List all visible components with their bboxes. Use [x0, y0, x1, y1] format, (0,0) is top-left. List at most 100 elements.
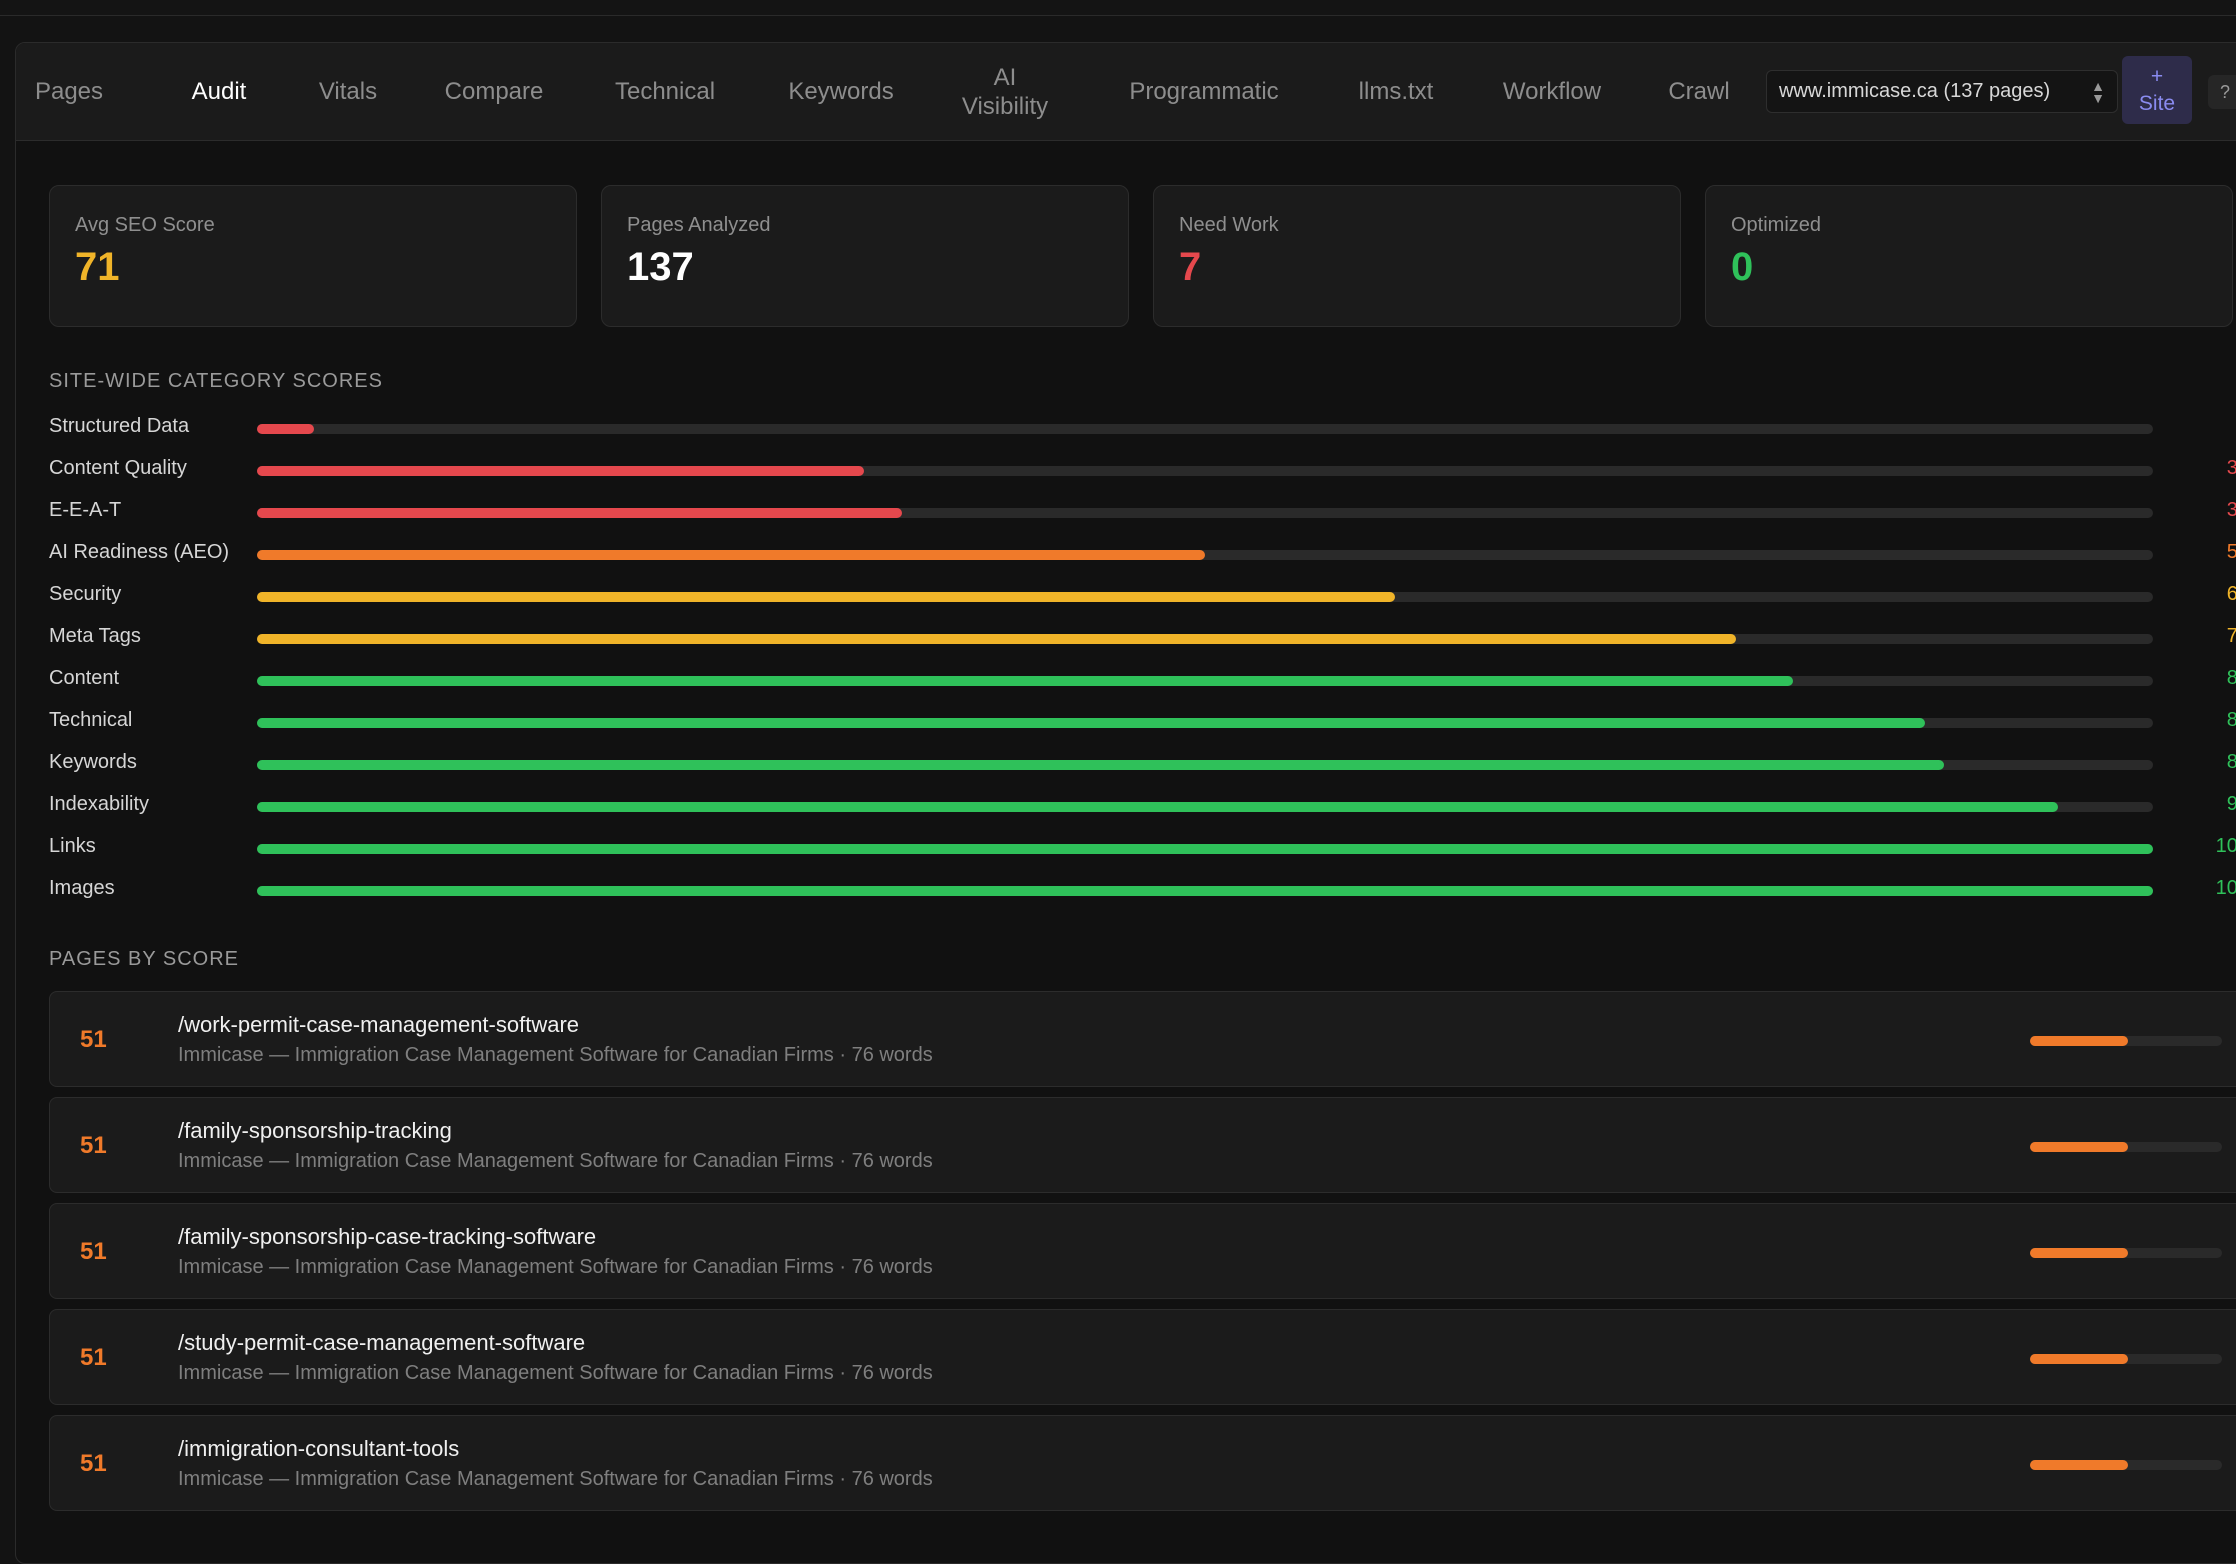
category-score-value: 78: [2169, 625, 2236, 648]
category-score-fill: [257, 844, 2153, 854]
stat-value: 7: [1179, 245, 1202, 289]
category-name: Links: [49, 835, 96, 857]
tab-llms-txt[interactable]: llms.txt: [1358, 78, 1434, 105]
category-score-bar: [257, 760, 2153, 770]
category-name: Content Quality: [49, 457, 187, 479]
tab-pages[interactable]: Pages: [34, 78, 104, 105]
add-site-button[interactable]: + Site: [2122, 56, 2192, 124]
page-meta: Immicase — Immigration Case Management S…: [178, 1150, 933, 1172]
tab-compare[interactable]: Compare: [444, 78, 544, 105]
category-name: Indexability: [49, 793, 150, 815]
stat-card-optimized: Optimized 0: [1705, 185, 2233, 327]
category-score-bar: [257, 844, 2153, 854]
category-name: Structured Data: [49, 415, 190, 437]
category-scores-heading: SITE-WIDE CATEGORY SCORES: [49, 370, 383, 392]
tab-keywords[interactable]: Keywords: [788, 78, 894, 105]
audit-panel: Pages Audit Vitals Compare Technical Key…: [15, 42, 2236, 1564]
category-row: Security 60: [49, 581, 2236, 611]
category-score-bar: [257, 466, 2153, 476]
category-name: Images: [49, 877, 115, 899]
plus-icon: +: [2150, 65, 2164, 88]
category-name: Security: [49, 583, 122, 605]
category-name: Technical: [49, 709, 133, 731]
category-score-value: 60: [2169, 583, 2236, 606]
category-row: Indexability 95: [49, 791, 2236, 821]
category-score-fill: [257, 802, 2059, 812]
add-site-label: Site: [2138, 92, 2176, 115]
tab-programmatic[interactable]: Programmatic: [1129, 78, 1279, 105]
page-score-bar: [2030, 1142, 2222, 1152]
category-score-value: 81: [2169, 667, 2236, 690]
category-name: AI Readiness (AEO): [49, 541, 230, 563]
page-path: /family-sponsorship-case-tracking-softwa…: [178, 1224, 597, 1249]
category-row: Content 81: [49, 665, 2236, 695]
page-score-bar: [2030, 1354, 2222, 1364]
stat-label: Need Work: [1179, 214, 1279, 236]
category-score-fill: [257, 676, 1793, 686]
window-top-bar: [0, 0, 2236, 16]
category-name: Meta Tags: [49, 625, 141, 647]
category-score-fill: [257, 508, 902, 518]
category-row: Technical 88: [49, 707, 2236, 737]
page-score: 51: [80, 1238, 107, 1265]
category-row: E-E-A-T 34: [49, 497, 2236, 527]
tab-ai-visibility[interactable]: AI Visibility: [961, 63, 1049, 120]
category-score-fill: [257, 550, 1205, 560]
category-name: E-E-A-T: [49, 499, 122, 521]
page-score: 51: [80, 1344, 107, 1371]
page-score: 51: [80, 1026, 107, 1053]
category-score-fill: [257, 466, 864, 476]
site-select[interactable]: www.immicase.ca (137 pages) ▲ ▼: [1766, 70, 2118, 113]
site-select-value: www.immicase.ca (137 pages): [1779, 80, 2051, 102]
category-score-fill: [257, 718, 1926, 728]
stat-card-avg-seo-score: Avg SEO Score 71: [49, 185, 577, 327]
category-score-value: 50: [2169, 541, 2236, 564]
chevron-up-down-icon: ▲ ▼: [2091, 78, 2105, 106]
category-row: AI Readiness (AEO) 50: [49, 539, 2236, 569]
page-meta: Immicase — Immigration Case Management S…: [178, 1468, 933, 1490]
category-name: Keywords: [49, 751, 137, 773]
category-score-value: 3: [2169, 415, 2236, 438]
tab-workflow[interactable]: Workflow: [1502, 78, 1602, 105]
tab-audit[interactable]: Audit: [191, 78, 247, 105]
category-score-value: 100: [2215, 877, 2236, 899]
tab-vitals[interactable]: Vitals: [318, 78, 378, 105]
category-name: Content: [49, 667, 120, 689]
stat-value: 71: [75, 245, 120, 289]
page-row[interactable]: 51/immigration-consultant-tools Immicase …: [49, 1415, 2236, 1511]
help-button[interactable]: ?: [2208, 75, 2236, 109]
tab-crawl[interactable]: Crawl: [1668, 78, 1730, 105]
page-path: /work-permit-case-management-software: [178, 1012, 580, 1037]
category-score-value: 88: [2169, 709, 2236, 732]
category-score-fill: [257, 592, 1395, 602]
category-score-value: 89: [2169, 751, 2236, 774]
stat-label: Optimized: [1731, 214, 1822, 236]
stat-value: 0: [1731, 245, 1754, 289]
category-score-bar: [257, 802, 2153, 812]
stat-card-need-work: Need Work 7: [1153, 185, 1681, 327]
category-score-fill: [257, 424, 314, 434]
category-score-bar: [257, 718, 2153, 728]
category-row: Links 100: [49, 833, 2236, 863]
category-score-bar: [257, 886, 2153, 896]
stat-label: Pages Analyzed: [627, 214, 771, 236]
page-row[interactable]: 51/work-permit-case-management-software I…: [49, 991, 2236, 1087]
tab-technical[interactable]: Technical: [614, 78, 716, 105]
page-score-bar: [2030, 1036, 2222, 1046]
stat-card-pages-analyzed: Pages Analyzed 137: [601, 185, 1129, 327]
category-score-bar: [257, 550, 2153, 560]
page-path: /immigration-consultant-tools: [178, 1436, 460, 1461]
category-row: Keywords 89: [49, 749, 2236, 779]
page-row[interactable]: 51/family-sponsorship-case-tracking-soft…: [49, 1203, 2236, 1299]
page-score-bar: [2030, 1460, 2222, 1470]
page-row[interactable]: 51/study-permit-case-management-software…: [49, 1309, 2236, 1405]
page-score-fill: [2030, 1460, 2128, 1470]
category-score-value: 34: [2169, 499, 2236, 522]
category-score-bar: [257, 508, 2153, 518]
page-score-bar: [2030, 1248, 2222, 1258]
page-score-fill: [2030, 1248, 2128, 1258]
page-score: 51: [80, 1450, 107, 1477]
page-path: /study-permit-case-management-software: [178, 1330, 586, 1355]
page-meta: Immicase — Immigration Case Management S…: [178, 1256, 933, 1278]
page-row[interactable]: 51/family-sponsorship-tracking Immicase —…: [49, 1097, 2236, 1193]
